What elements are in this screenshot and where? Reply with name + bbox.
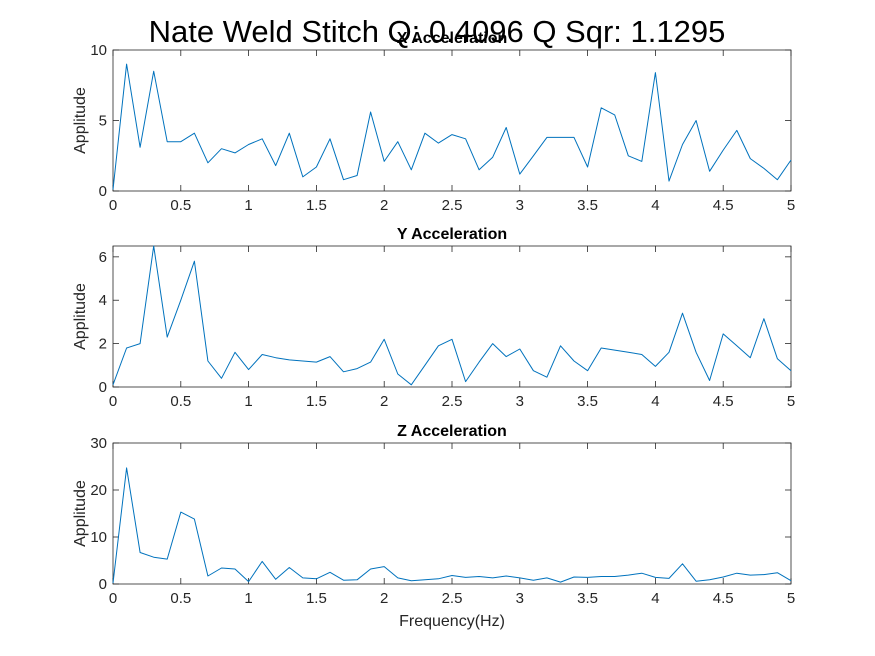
y-acceleration-plot: 0 0.5 1 1.5 2 2.5 3 3.5 4 4.5 5 0 2 4 6 Y Acceleration A… [72,226,795,410]
x-acceleration-xtick-label: 4.5 [713,197,734,214]
y-acceleration-ytick-label: 4 [99,292,107,309]
z-acceleration-xtick-label: 0.5 [170,590,191,607]
z-acceleration-xtick-label: 3 [516,590,524,607]
z-acceleration-series-line [112,467,792,584]
y-acceleration-xtick-label: 3 [516,393,524,410]
y-acceleration-xtick-label: 1 [244,393,252,410]
x-acceleration-xtick-label: 2.5 [442,197,463,214]
z-acceleration-xtick-label: 4.5 [713,590,734,607]
y-acceleration-xtick-label: 5 [787,393,795,410]
y-acceleration-ylabel: Applitude [72,283,89,350]
x-acceleration-xtick-label: 0 [109,197,117,214]
y-acceleration-xtick-label: 4 [651,393,659,410]
z-acceleration-xtick-label: 4 [651,590,659,607]
y-acceleration-axes-box [112,245,792,388]
z-acceleration-xtick-label: 1 [244,590,252,607]
x-acceleration-ytick-label: 10 [90,42,107,59]
x-acceleration-xtick-label: 2 [380,197,388,214]
z-acceleration-ytick-label: 30 [90,435,107,452]
z-acceleration-axes-box [112,442,792,585]
x-acceleration-xtick-label: 1.5 [306,197,327,214]
x-acceleration-ylabel: Applitude [72,87,89,154]
y-acceleration-xtick-label: 3.5 [577,393,598,410]
y-acceleration-title: Y Acceleration [397,226,507,243]
x-acceleration-xtick-label: 4 [651,197,659,214]
z-acceleration-xtick-label: 0 [109,590,117,607]
y-acceleration-xtick-label: 1.5 [306,393,327,410]
x-acceleration-xtick-label: 3.5 [577,197,598,214]
x-acceleration-ytick-label: 5 [99,113,107,130]
x-acceleration-series-line [112,63,792,190]
z-acceleration-xtick-label: 3.5 [577,590,598,607]
y-acceleration-ytick-label: 0 [99,379,107,396]
z-acceleration-xtick-label: 1.5 [306,590,327,607]
y-acceleration-ytick-label: 2 [99,336,107,353]
z-acceleration-xtick-label: 2 [380,590,388,607]
x-acceleration-plot: 0 0.5 1 1.5 2 2.5 3 3.5 4 4.5 5 0 5 10 X Acceleration A… [72,30,795,214]
x-acceleration-title: X Acceleration [397,30,508,47]
y-acceleration-xtick-label: 2.5 [442,393,463,410]
x-acceleration-axes-box [112,49,792,192]
z-acceleration-ytick-label: 20 [90,482,107,499]
y-acceleration-xtick-label: 2 [380,393,388,410]
y-acceleration-xtick-label: 0.5 [170,393,191,410]
z-acceleration-xtick-label: 2.5 [442,590,463,607]
y-acceleration-series-line [112,245,792,386]
z-acceleration-ytick-label: 0 [99,576,107,593]
z-acceleration-title: Z Acceleration [397,423,507,440]
x-acceleration-xtick-label: 5 [787,197,795,214]
y-acceleration-xtick-label: 4.5 [713,393,734,410]
x-acceleration-xtick-label: 1 [244,197,252,214]
z-acceleration-xlabel: Frequency(Hz) [399,613,505,630]
z-acceleration-xtick-label: 5 [787,590,795,607]
y-acceleration-xtick-label: 0 [109,393,117,410]
figure-suptitle: Nate Weld Stitch Q: 0.4096 Q Sqr: 1.1295 [149,14,726,49]
x-acceleration-xtick-label: 3 [516,197,524,214]
x-acceleration-ytick-label: 0 [99,183,107,200]
y-acceleration-ytick-label: 6 [99,249,107,266]
z-acceleration-ylabel: Applitude [72,480,89,547]
z-acceleration-ytick-label: 10 [90,529,107,546]
x-acceleration-xtick-label: 0.5 [170,197,191,214]
z-acceleration-plot: 0 0.5 1 1.5 2 2.5 3 3.5 4 4.5 5 0 10 20 30 Z Accelerati… [72,423,795,630]
